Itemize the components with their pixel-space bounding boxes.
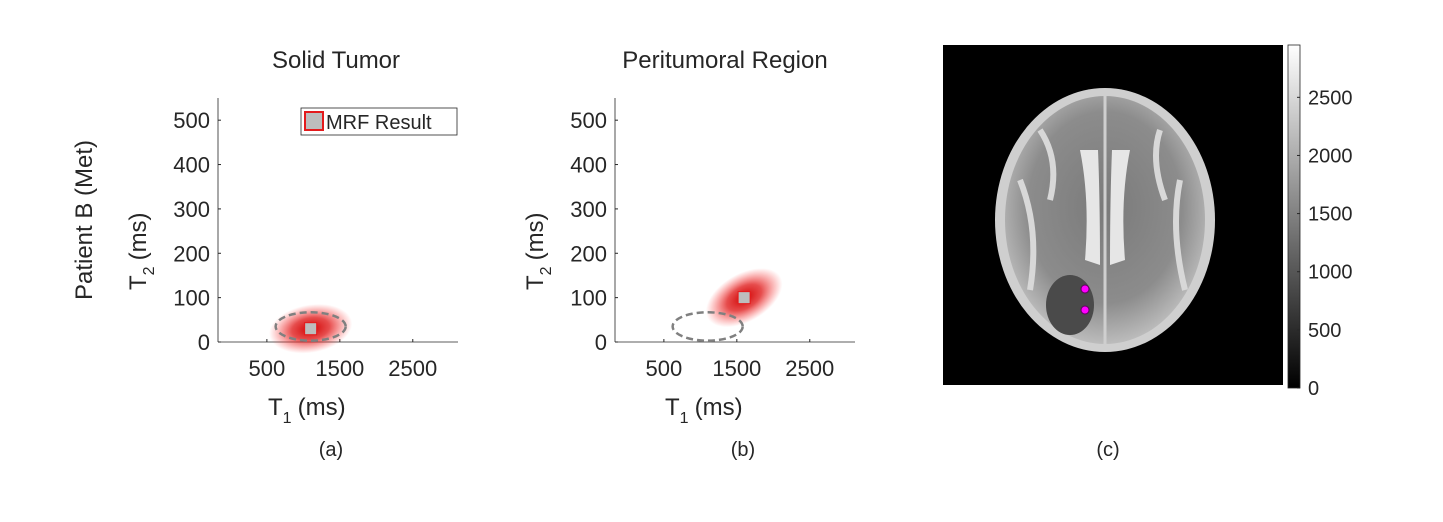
- chart-title: Solid Tumor: [272, 47, 400, 74]
- y-axis-label-unit: (ms): [522, 212, 549, 260]
- x-axis-label: T1 (ms): [665, 394, 743, 427]
- y-axis-label-main: T: [522, 275, 549, 290]
- y-tick-label: 400: [570, 153, 607, 178]
- y-tick-label: 200: [173, 241, 210, 266]
- x-tick-label: 500: [249, 356, 286, 381]
- y-axis-label-main: T: [125, 275, 152, 290]
- x-axis-label: T1 (ms): [268, 394, 346, 427]
- legend-label: MRF Result: [326, 112, 432, 134]
- y-axis-label-unit: (ms): [125, 212, 152, 260]
- y-tick-label: 400: [173, 153, 210, 178]
- caption: (a): [319, 439, 343, 461]
- reference-ellipse: [274, 311, 347, 342]
- x-tick-label: 500: [646, 356, 683, 381]
- chart-title: Peritumoral Region: [622, 47, 827, 74]
- x-tick-label: 2500: [785, 356, 834, 381]
- colorbar-tick-label: 2000: [1308, 145, 1353, 167]
- colorbar: [1287, 44, 1301, 389]
- x-axis-label-sub: 1: [680, 410, 689, 427]
- legend-swatch: [304, 111, 324, 131]
- x-axis-label-unit: (ms): [695, 394, 743, 421]
- y-axis-label-sub: 2: [141, 266, 158, 275]
- y-tick-label: 500: [570, 108, 607, 133]
- y-tick-label: 500: [173, 108, 210, 133]
- result-marker: [304, 322, 318, 336]
- x-axis-label-unit: (ms): [298, 394, 346, 421]
- y-axis-label-sub: 2: [538, 266, 555, 275]
- x-tick-label: 2500: [388, 356, 437, 381]
- y-tick-label: 300: [173, 197, 210, 222]
- x-axis-label-main: T: [268, 394, 283, 421]
- colorbar-tick-label: 1500: [1308, 204, 1353, 226]
- colorbar-tick-label: 1000: [1308, 262, 1353, 284]
- x-axis-label-main: T: [665, 394, 680, 421]
- y-tick-label: 100: [570, 286, 607, 311]
- caption: (b): [731, 439, 755, 461]
- legend-box: [300, 107, 458, 136]
- x-tick-label: 1500: [315, 356, 364, 381]
- row-label: Patient B (Met): [71, 140, 98, 300]
- x-axis-label-sub: 1: [283, 410, 292, 427]
- colorbar-tick-label: 0: [1308, 378, 1319, 400]
- y-tick-label: 100: [173, 286, 210, 311]
- x-tick-label: 1500: [712, 356, 761, 381]
- colorbar-tick-label: 2500: [1308, 87, 1353, 109]
- colorbar-tick-label: 500: [1308, 320, 1341, 342]
- reference-ellipse: [671, 311, 744, 342]
- y-tick-label: 0: [595, 330, 607, 355]
- y-tick-label: 300: [570, 197, 607, 222]
- y-axis-label: T2 (ms): [125, 212, 158, 290]
- y-axis-label: T2 (ms): [522, 212, 555, 290]
- y-tick-label: 0: [198, 330, 210, 355]
- y-tick-label: 200: [570, 241, 607, 266]
- brain-image: [943, 45, 1283, 385]
- result-marker: [737, 291, 751, 305]
- caption: (c): [1096, 439, 1119, 461]
